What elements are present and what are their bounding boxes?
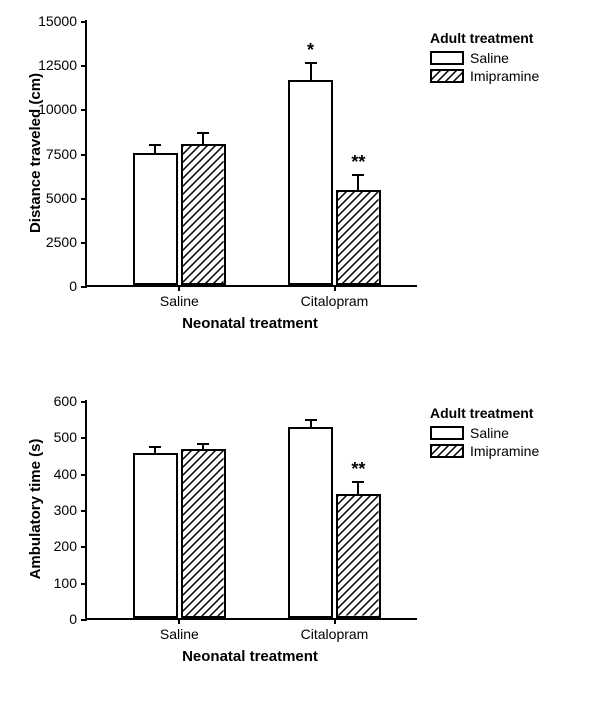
bottom-legend-item: Imipramine bbox=[430, 443, 539, 459]
bottom-significance-marker: ** bbox=[351, 459, 365, 480]
open-swatch-icon bbox=[430, 426, 464, 440]
bottom-chart: 0100200300400500600SalineCitalopram**Amb… bbox=[0, 0, 602, 701]
bottom-bar bbox=[336, 494, 381, 618]
bottom-xtick-label: Saline bbox=[160, 618, 199, 642]
bottom-error-bar bbox=[310, 420, 312, 427]
bottom-ytick: 300 bbox=[54, 502, 87, 518]
bottom-legend-item: Saline bbox=[430, 425, 539, 441]
bottom-ytick: 200 bbox=[54, 538, 87, 554]
bottom-legend-label: Saline bbox=[470, 425, 509, 441]
bottom-y-axis-label: Ambulatory time (s) bbox=[27, 439, 44, 580]
bottom-ytick: 100 bbox=[54, 575, 87, 591]
bottom-ytick: 600 bbox=[54, 393, 87, 409]
bottom-bar bbox=[288, 427, 333, 618]
bottom-error-cap bbox=[305, 419, 317, 421]
bottom-legend: Adult treatment Saline Imipramine bbox=[430, 405, 539, 461]
hatch-swatch-icon bbox=[430, 444, 464, 458]
bottom-error-cap bbox=[352, 481, 364, 483]
bottom-error-bar bbox=[357, 482, 359, 495]
bottom-bar bbox=[133, 453, 178, 618]
bottom-error-cap bbox=[149, 446, 161, 448]
bottom-ytick: 400 bbox=[54, 466, 87, 482]
bottom-legend-title: Adult treatment bbox=[430, 405, 539, 421]
bottom-bar bbox=[181, 449, 226, 618]
bottom-plot-area: 0100200300400500600SalineCitalopram** bbox=[85, 400, 417, 620]
bottom-ytick: 500 bbox=[54, 429, 87, 445]
bottom-xtick-label: Citalopram bbox=[301, 618, 369, 642]
bottom-ytick: 0 bbox=[69, 611, 87, 627]
bottom-error-cap bbox=[197, 443, 209, 445]
bottom-x-axis-label: Neonatal treatment bbox=[182, 648, 318, 665]
bottom-legend-label: Imipramine bbox=[470, 443, 539, 459]
